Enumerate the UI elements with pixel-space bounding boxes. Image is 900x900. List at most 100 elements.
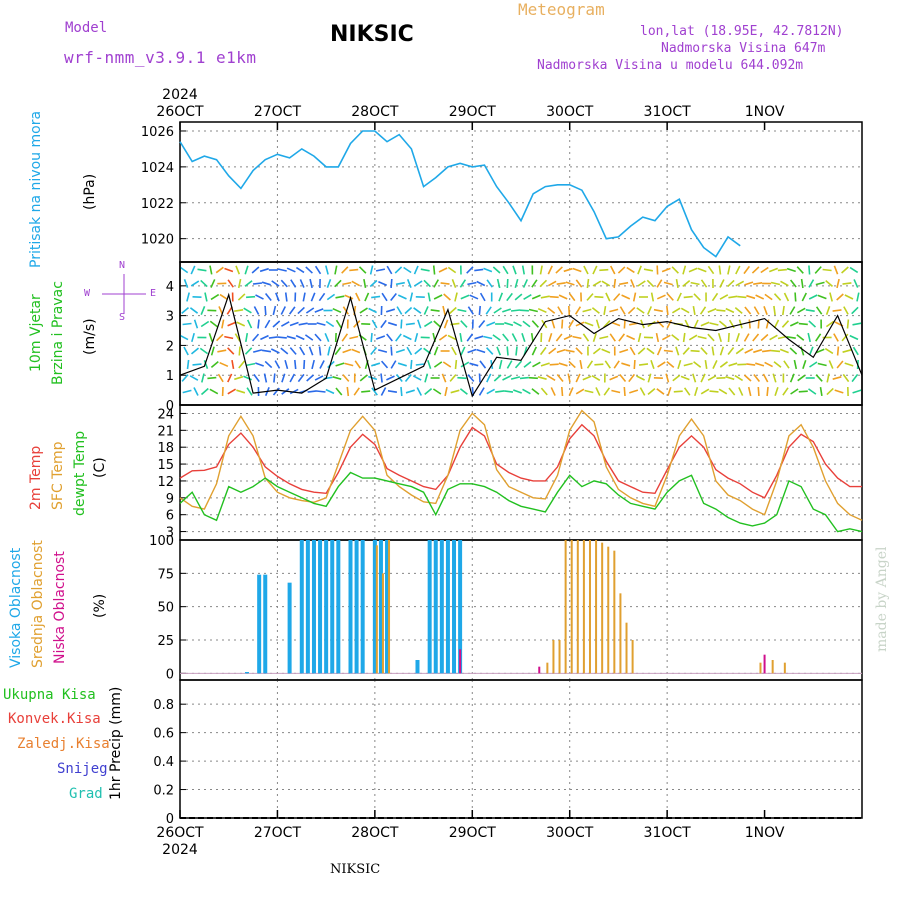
wind-arrow: [327, 346, 331, 356]
wind-arrow: [563, 267, 573, 273]
wind-arrow: [647, 387, 656, 396]
clouds-ytick-label: 75: [157, 567, 174, 582]
wind-arrow: [561, 319, 564, 329]
wind-arrow: [594, 363, 604, 366]
wind-arrow: [769, 334, 778, 341]
wind-arrow: [342, 348, 352, 354]
wind-arrow: [344, 294, 354, 300]
wind-arrow: [611, 389, 621, 394]
wind-arrow: [842, 282, 852, 285]
pressure-ytick-label: 1026: [141, 125, 174, 140]
cloud-bar-high: [458, 540, 463, 674]
wind-arrow: [627, 306, 636, 315]
wind-arrow: [264, 319, 271, 329]
wind-title-line1: 10m Vjetar: [28, 294, 44, 372]
wind-arrow: [753, 374, 761, 382]
wind-arrow: [719, 361, 728, 368]
wind-arrow: [243, 375, 253, 381]
wind-arrow: [486, 373, 492, 383]
wind-arrow: [414, 347, 423, 355]
wind-arrow: [234, 333, 241, 342]
wind-arrow: [442, 305, 446, 316]
wind-arrow: [259, 267, 269, 273]
wind-arrow: [617, 266, 626, 274]
wind-arrow: [506, 346, 509, 356]
date-label-bottom: 27OCT: [254, 825, 302, 841]
wind-arrow: [586, 293, 594, 301]
wind-arrow: [450, 389, 460, 394]
wind-arrow: [700, 388, 710, 395]
wind-arrow: [572, 335, 582, 340]
wind-arrow: [735, 265, 741, 275]
wind-arrow: [743, 333, 750, 342]
wind-arrow: [307, 390, 317, 393]
cloud-bar-mid: [570, 540, 573, 674]
wind-arrow: [630, 279, 636, 288]
wind-arrow: [479, 292, 486, 302]
wind-arrow: [825, 306, 831, 315]
wind-arrow: [815, 348, 825, 354]
wind-arrow: [757, 386, 760, 397]
wind-arrow: [361, 390, 371, 393]
wind-arrow: [478, 373, 481, 383]
wind-arrow: [467, 306, 474, 315]
wind-arrow: [376, 335, 386, 340]
wind-arrow: [546, 375, 556, 381]
wind-arrow: [647, 373, 652, 383]
wind-arrow: [790, 388, 799, 395]
wind-arrow: [409, 292, 414, 302]
wind-arrow: [351, 280, 361, 287]
wind-arrow: [551, 319, 556, 329]
wind-arrow: [849, 334, 859, 341]
wind-arrow: [189, 307, 199, 314]
wind-arrow: [619, 281, 629, 286]
wind-arrow: [400, 386, 403, 397]
wind-arrow: [727, 332, 730, 343]
wind-arrow: [235, 265, 241, 275]
wind-arrow: [460, 346, 466, 356]
wind-arrow: [763, 306, 768, 315]
wind-arrow: [521, 332, 526, 343]
wind-arrow: [414, 280, 423, 287]
wind-arrow: [444, 386, 448, 397]
wind-arrow: [200, 320, 210, 328]
wind-arrow: [621, 294, 631, 300]
wind-arrow: [718, 388, 728, 395]
wind-arrow: [549, 295, 559, 299]
wind-arrow: [657, 361, 666, 368]
wind-arrow: [270, 348, 280, 354]
wind-arrow: [349, 268, 359, 272]
wind-arrow: [682, 332, 686, 343]
wind-arrow: [595, 387, 601, 396]
wind-arrow: [397, 362, 407, 367]
wind-arrow: [478, 319, 486, 329]
pressure-unit: (hPa): [82, 173, 98, 210]
wind-arrow: [506, 292, 513, 302]
wind-arrow: [186, 292, 190, 302]
cloud-bar-high: [348, 540, 353, 674]
wind-arrow: [683, 387, 691, 396]
wind-arrow: [735, 347, 744, 355]
cloud-bar-high: [287, 582, 292, 674]
wind-arrow: [832, 309, 842, 312]
wind-arrow: [626, 266, 635, 274]
wind-arrow: [770, 349, 781, 353]
wind-arrow: [782, 305, 785, 316]
wind-arrow: [424, 387, 433, 396]
wind-arrow: [359, 307, 368, 314]
wind-arrow: [637, 347, 646, 355]
wind-arrow: [334, 346, 342, 356]
wind-arrow: [404, 306, 413, 315]
wind-arrow: [416, 387, 423, 396]
wind-arrow: [825, 279, 834, 288]
wind-arrow: [786, 336, 796, 339]
wind-arrow: [751, 266, 760, 274]
wind-arrow: [629, 389, 639, 394]
wind-arrow: [727, 279, 735, 288]
wind-arrow: [807, 332, 811, 343]
wind-arrow: [433, 346, 439, 356]
wind-unit: (m/s): [82, 318, 98, 355]
cloud-bar-high: [324, 540, 329, 674]
wind-arrow: [302, 292, 306, 302]
